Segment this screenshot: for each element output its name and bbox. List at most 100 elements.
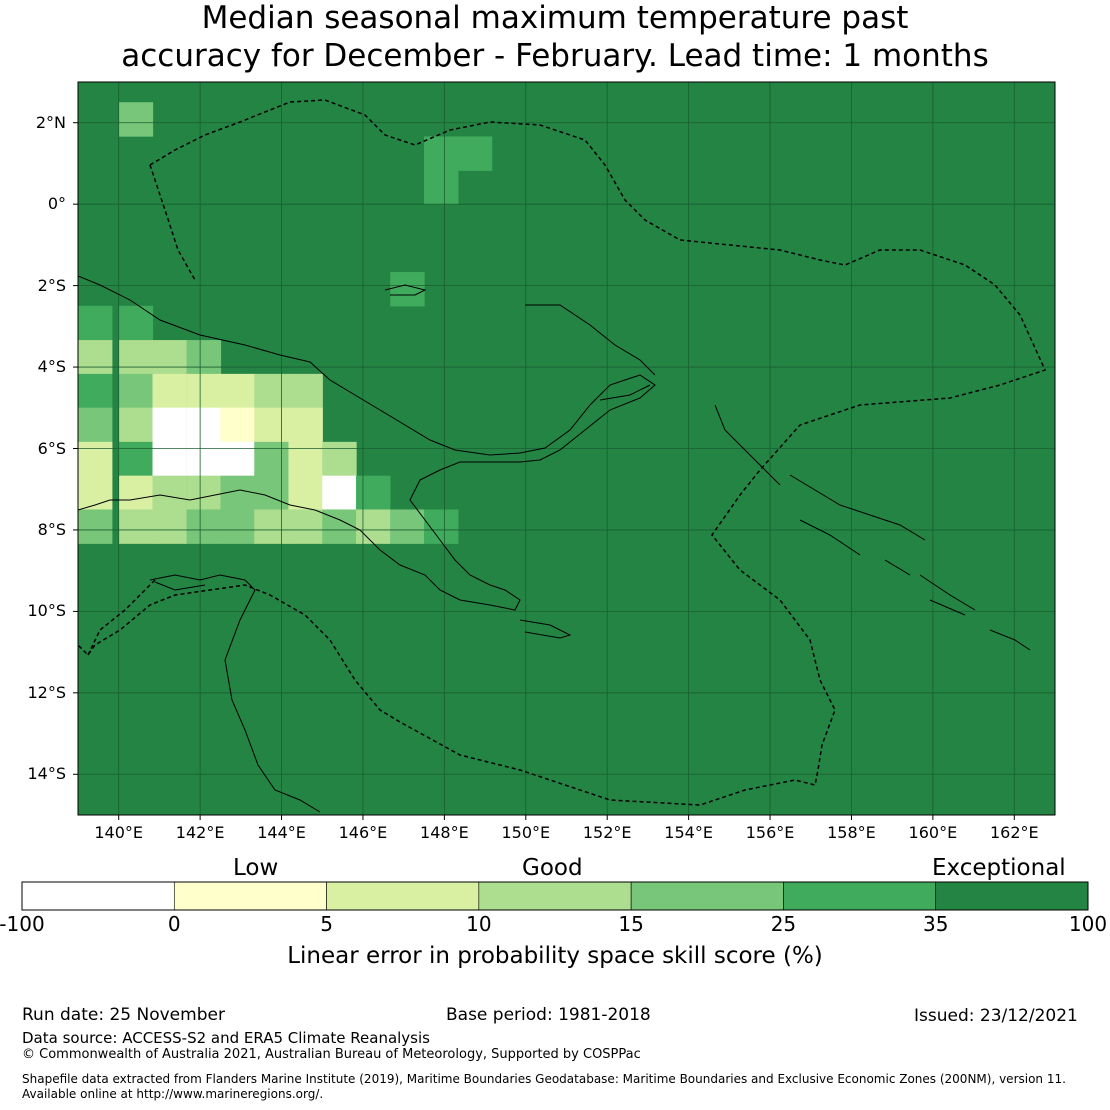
lon-label: 158°E xyxy=(827,823,876,842)
skill-cell xyxy=(288,475,323,511)
graticule xyxy=(78,82,1055,815)
skill-cell xyxy=(186,475,222,511)
colorbar-bin xyxy=(783,881,937,911)
skill-cell xyxy=(118,441,154,477)
legend-word-good: Good xyxy=(522,855,583,881)
skill-cell xyxy=(288,407,323,443)
skill-cell xyxy=(78,475,113,511)
coastlines xyxy=(78,275,1031,813)
lat-label: 2°N xyxy=(35,112,66,132)
skill-cell xyxy=(78,407,113,443)
lat-label: 8°S xyxy=(37,519,66,539)
colorbar-bin xyxy=(478,881,632,911)
skill-cell xyxy=(118,509,154,544)
skill-cell xyxy=(424,136,459,171)
colorbar xyxy=(21,881,1089,911)
skill-cell xyxy=(118,305,154,341)
skill-cell xyxy=(78,509,113,544)
eez-boundaries xyxy=(78,99,1047,806)
skill-cell xyxy=(390,272,425,307)
skill-cell xyxy=(118,340,154,375)
axis-ticks xyxy=(73,122,1015,820)
skill-cells xyxy=(78,102,493,544)
lon-label: 152°E xyxy=(582,823,632,842)
skill-cell xyxy=(254,509,289,544)
skill-cell xyxy=(356,509,391,544)
skill-cell xyxy=(186,509,222,544)
colorbar-label: Linear error in probability space skill … xyxy=(287,943,823,969)
map-title-line-2: accuracy for December - February. Lead t… xyxy=(121,38,989,74)
skill-cell xyxy=(254,407,289,443)
map-title-line-1: Median seasonal maximum temperature past xyxy=(201,0,909,36)
coastline-cape-york xyxy=(149,574,321,813)
colorbar-tick-label: 35 xyxy=(922,912,949,936)
skill-cell xyxy=(322,475,357,511)
colorbar-tick-label: 0 xyxy=(167,912,181,936)
eez-png-west xyxy=(87,579,156,656)
run-date: Run date: 25 November xyxy=(22,1005,225,1025)
colorbar-frame xyxy=(21,881,1089,911)
colorbar-bin xyxy=(21,881,175,911)
skill-cell xyxy=(118,475,154,511)
skill-cell xyxy=(288,441,323,477)
skill-cell xyxy=(220,407,255,443)
skill-cell xyxy=(288,373,323,409)
skill-cell xyxy=(186,373,222,409)
skill-cell xyxy=(78,441,113,477)
skill-cell xyxy=(186,407,222,443)
skill-cell xyxy=(254,441,289,477)
skill-cell xyxy=(152,475,187,511)
colorbar-bin xyxy=(173,881,327,911)
skill-cell xyxy=(78,305,113,341)
lon-label: 140°E xyxy=(94,823,144,842)
lat-label: 0° xyxy=(47,194,66,214)
skill-cell xyxy=(152,340,187,375)
lat-label: 10°S xyxy=(27,601,66,621)
skill-cell xyxy=(186,441,222,477)
skill-cell xyxy=(220,441,255,477)
skill-cell xyxy=(152,441,187,477)
skill-cell xyxy=(322,441,357,477)
lat-label: 2°S xyxy=(37,275,66,295)
colorbar-bin xyxy=(326,881,480,911)
skill-cell xyxy=(118,407,154,443)
coastline-solomons xyxy=(789,474,1031,651)
skill-cell xyxy=(288,509,323,544)
lon-label: 146°E xyxy=(338,823,388,842)
skill-cell xyxy=(254,475,289,511)
skill-cell xyxy=(152,373,187,409)
shapefile-credit: Shapefile data extracted from Flanders M… xyxy=(22,1072,1066,1086)
lon-label: 160°E xyxy=(908,823,958,842)
skill-cell xyxy=(390,509,425,544)
base-period: Base period: 1981-2018 xyxy=(446,1005,651,1025)
coastline-louisiade xyxy=(519,619,572,639)
colorbar-tick-label: -100 xyxy=(0,912,45,936)
eez-png-outer xyxy=(78,99,1047,806)
lat-label: 6°S xyxy=(37,438,66,458)
coastline-new-britain xyxy=(525,304,656,401)
coastline-torres-islands xyxy=(154,581,206,591)
lat-label: 4°S xyxy=(37,357,66,377)
eez-png-north xyxy=(149,164,196,281)
lon-label: 144°E xyxy=(257,823,306,842)
legend-word-exceptional: Exceptional xyxy=(932,855,1066,881)
colorbar-tick-label: 15 xyxy=(618,912,644,936)
skill-cell xyxy=(78,373,113,409)
colorbar-bin xyxy=(935,881,1089,911)
colorbar-bin xyxy=(630,881,784,911)
skill-cell xyxy=(152,407,187,443)
lon-label: 150°E xyxy=(501,823,551,842)
skill-cell xyxy=(118,373,154,409)
lon-label: 162°E xyxy=(989,823,1039,842)
legend-word-low: Low xyxy=(233,855,279,881)
lon-label: 156°E xyxy=(745,823,795,842)
skill-cell xyxy=(457,136,493,171)
skill-cell xyxy=(424,509,459,544)
skill-cell xyxy=(152,509,187,544)
shapefile-url: Available online at http://www.marinereg… xyxy=(22,1087,324,1101)
coastline-new-guinea xyxy=(78,275,656,611)
data-source: Data source: ACCESS-S2 and ERA5 Climate … xyxy=(22,1029,430,1047)
coastline-bougainville xyxy=(714,404,781,486)
lat-label: 12°S xyxy=(27,682,66,702)
